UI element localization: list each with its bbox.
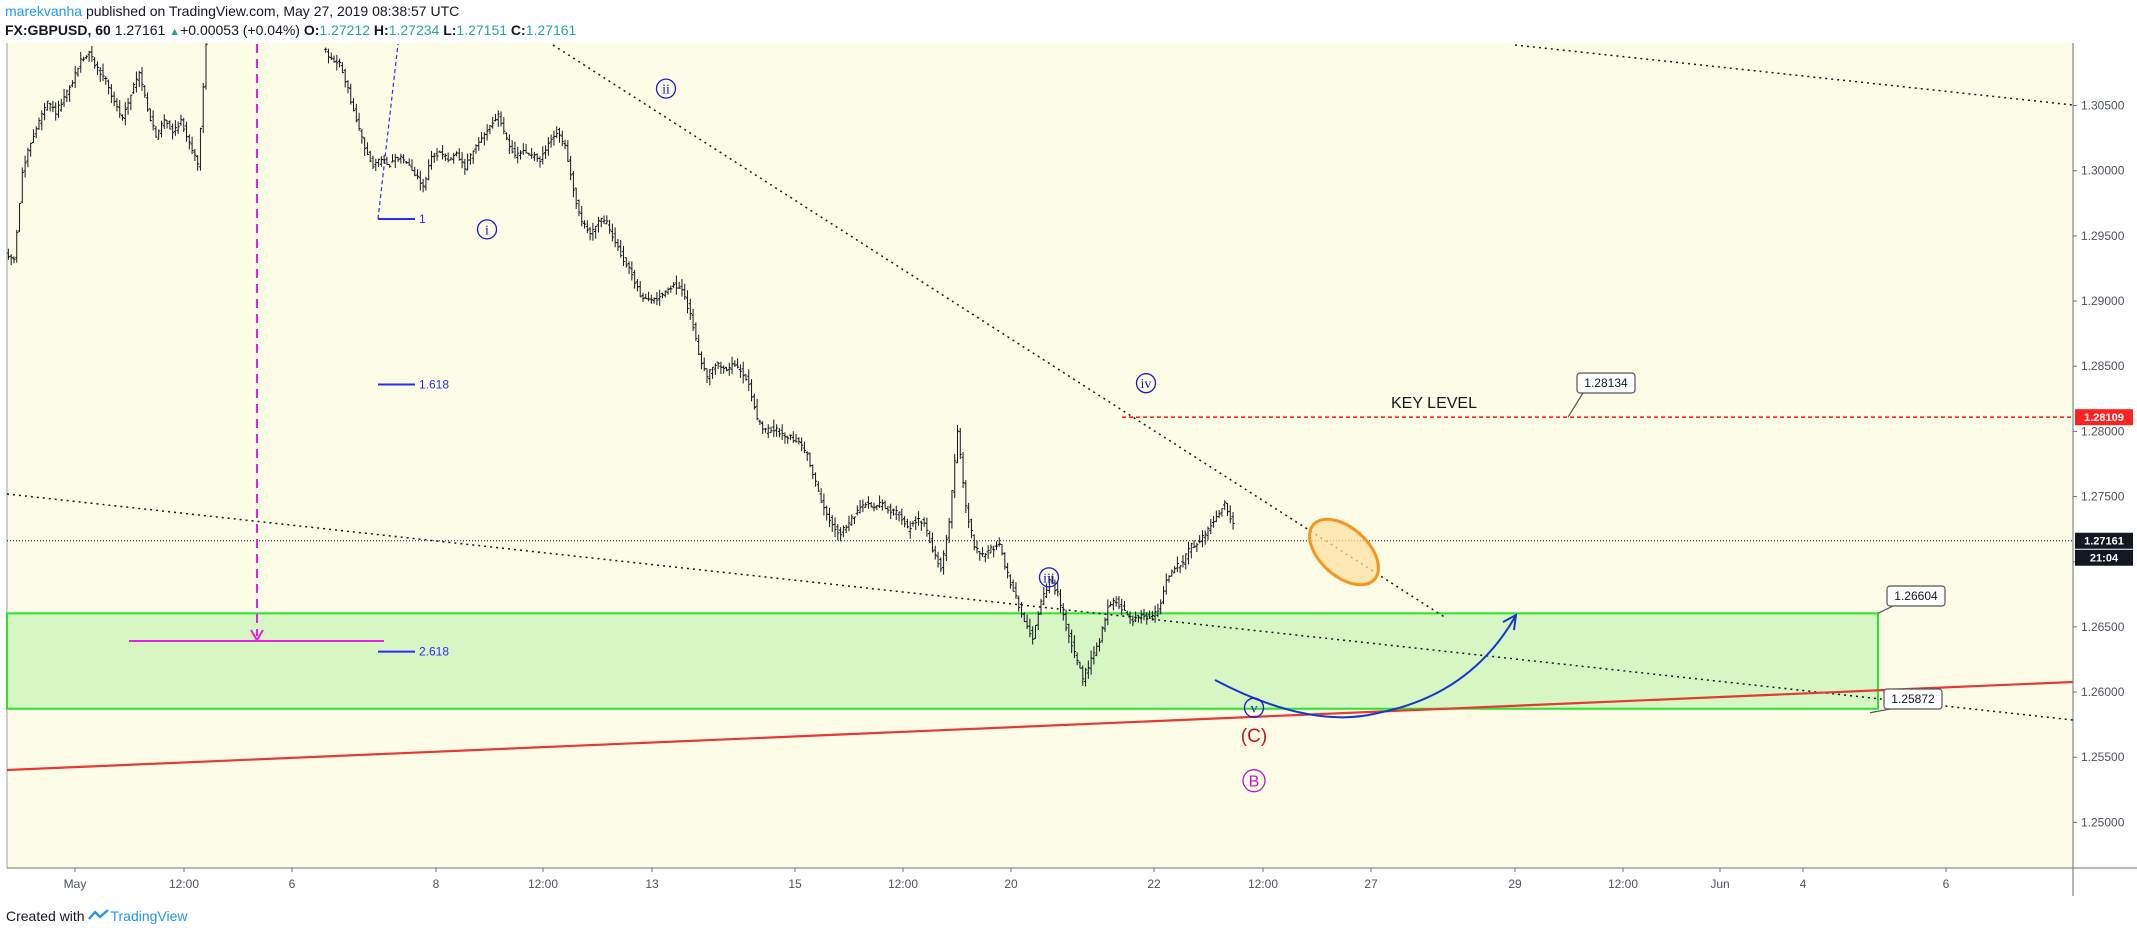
fib-level-label: 1 — [419, 212, 426, 226]
time-axis-label: 4 — [1800, 877, 1807, 891]
time-axis-label: 8 — [433, 877, 440, 891]
wave-label-c: (C) — [1241, 726, 1267, 747]
time-axis-label: Jun — [1710, 877, 1729, 891]
time-axis-label: 15 — [788, 877, 802, 891]
author-link[interactable]: marekvanha — [5, 3, 83, 19]
time-axis-label: May — [64, 877, 87, 891]
key-level-callout-pointer — [1567, 392, 1584, 418]
symbol-label: FX:GBPUSD, 60 — [5, 22, 111, 38]
close-value: 1.27161 — [525, 22, 577, 38]
price-axis-label: 1.30500 — [2081, 99, 2125, 113]
price-axis-label: 1.27500 — [2081, 490, 2125, 504]
key-level-label: KEY LEVEL — [1391, 395, 1477, 412]
wave-label-iv: iv — [1141, 377, 1152, 392]
price-axis-label: 1.28000 — [2081, 424, 2125, 438]
time-axis-label: 29 — [1508, 877, 1522, 891]
publish-info: marekvanha published on TradingView.com,… — [5, 2, 576, 21]
key-level-price-badge — [2075, 409, 2133, 426]
close-label: C: — [510, 22, 526, 38]
fib-level-label: 1.618 — [419, 377, 449, 391]
created-with-text: Created with — [6, 908, 85, 924]
price-axis-label: 1.29500 — [2081, 229, 2125, 243]
price-axis-label: 1.26000 — [2081, 685, 2125, 699]
zone-top-callout-text: 1.26604 — [1894, 589, 1938, 603]
wave-circle-ii — [655, 78, 677, 99]
tradingview-logo-icon — [88, 908, 110, 924]
candles — [6, 43, 1235, 687]
zone-top-callout-pointer — [1877, 605, 1894, 614]
price-axis-label: 1.26500 — [2081, 620, 2125, 634]
last-price: 1.27161 — [114, 22, 166, 38]
current-price-text: 1.27161 — [2084, 536, 2124, 548]
high-label: H: — [373, 22, 389, 38]
time-axis-label: 12:00 — [888, 877, 918, 891]
ohlc-line: FX:GBPUSD, 60 1.27161 ▲+0.00053 (+0.04%)… — [5, 21, 576, 42]
zone-bottom-callout-pointer — [1869, 708, 1891, 714]
chart-header: marekvanha published on TradingView.com,… — [5, 2, 576, 42]
wave-label-ii: ii — [662, 83, 670, 98]
zone-top-callout-box — [1886, 585, 1946, 607]
time-axis-label: 12:00 — [528, 877, 558, 891]
high-value: 1.27234 — [388, 22, 440, 38]
wave-label-b: B — [1249, 774, 1260, 791]
wave-circle-i — [476, 219, 498, 240]
rising-support-line — [6, 680, 2074, 772]
zone-bottom-callout-text: 1.25872 — [1891, 692, 1935, 706]
footer: Created with TradingView — [6, 905, 188, 927]
time-axis-label: 6 — [289, 877, 296, 891]
key-level-callout-text: 1.28134 — [1584, 376, 1628, 390]
open-value: 1.27212 — [319, 22, 371, 38]
breakout-ellipse — [1308, 517, 1380, 587]
fib-level-label: 2.618 — [419, 645, 449, 659]
current-price-badge — [2075, 532, 2133, 549]
wave-circle-v — [1243, 697, 1265, 718]
price-change: +0.00053 (+0.04%) — [180, 22, 300, 38]
time-axis-label: 20 — [1004, 877, 1018, 891]
wave-label-i: i — [485, 223, 489, 238]
fib-projection-leg — [377, 43, 399, 220]
price-axis-label: 1.25000 — [2081, 815, 2125, 829]
time-axis-label: 12:00 — [1608, 877, 1638, 891]
wave-circle-b — [1242, 769, 1266, 793]
support-zone — [6, 612, 1879, 710]
wave-label-iii: iii — [1043, 571, 1055, 586]
low-label: L: — [443, 22, 457, 38]
wave-circle-iii — [1038, 567, 1060, 588]
wave-label-v: v — [1251, 702, 1258, 717]
key-level-callout-box — [1576, 372, 1636, 394]
wave-circle-iv — [1135, 373, 1157, 394]
open-label: O: — [303, 22, 320, 38]
price-axis-label: 1.30000 — [2081, 164, 2125, 178]
price-axis-label: 1.25500 — [2081, 750, 2125, 764]
plot-area — [7, 43, 2073, 868]
time-axis-label: 22 — [1147, 877, 1161, 891]
low-value: 1.27151 — [456, 22, 508, 38]
key-level-price-text: 1.28109 — [2084, 412, 2124, 424]
time-axis-label: 27 — [1364, 877, 1378, 891]
time-axis-label: 13 — [645, 877, 659, 891]
zone-bottom-callout-box — [1883, 688, 1943, 710]
tradingview-link[interactable]: TradingView — [110, 908, 188, 924]
lower-trendline — [6, 493, 2074, 721]
price-axis-label: 1.29000 — [2081, 294, 2125, 308]
reversal-curve-arrowhead — [1502, 613, 1518, 631]
countdown-text: 21:04 — [2090, 553, 2119, 565]
time-axis-label: 12:00 — [1248, 877, 1278, 891]
time-axis-label: 6 — [1943, 877, 1950, 891]
time-axis-label: 12:00 — [169, 877, 199, 891]
reversal-curve-arrow — [1214, 616, 1516, 719]
countdown-badge — [2075, 549, 2133, 566]
publish-text: published on TradingView.com, May 27, 20… — [85, 3, 460, 19]
price-axis-label: 1.28500 — [2081, 359, 2125, 373]
up-arrow-icon: ▲ — [169, 26, 181, 38]
